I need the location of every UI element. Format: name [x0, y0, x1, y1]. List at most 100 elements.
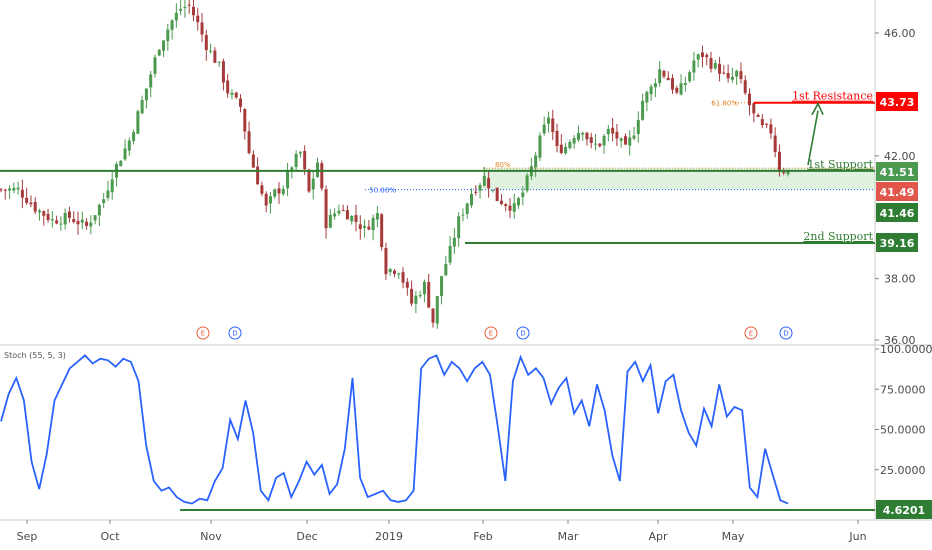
candle-body: [72, 219, 76, 223]
candle-body: [174, 12, 178, 21]
candle-body: [3, 189, 7, 191]
price-tick-label: 38.00: [884, 273, 916, 286]
candle-body: [286, 171, 290, 189]
event-marker: [484, 326, 498, 340]
candle-body: [594, 143, 598, 145]
candle-body: [55, 220, 59, 224]
price-tag-support-2-bg: [876, 233, 918, 252]
candle-body: [290, 167, 294, 171]
candle-body: [162, 40, 166, 51]
stochastic-title: Stoch (55, 5, 3): [4, 351, 66, 360]
candle-body: [418, 295, 422, 297]
stoch-value-tag-bg: [876, 500, 932, 519]
price-tag-resistance: 43.73: [880, 96, 915, 109]
time-tick-label: Dec: [296, 530, 317, 543]
candle-body: [106, 190, 110, 198]
candle-body: [371, 217, 375, 231]
candle-body: [606, 128, 610, 135]
candle-body: [183, 6, 187, 8]
candle-body: [713, 62, 717, 69]
candle-body: [217, 61, 221, 63]
candle-body: [444, 264, 448, 276]
candle-body: [538, 135, 542, 158]
event-marker: [744, 326, 758, 340]
event-marker: [228, 326, 242, 340]
price-tick-label: 46.00: [884, 27, 916, 40]
price-tick-label: 42.00: [884, 150, 916, 163]
candle-body: [487, 178, 491, 189]
candle-body: [345, 210, 349, 220]
price-tag-low: 41.46: [880, 207, 915, 220]
candle-body: [658, 69, 662, 84]
candle-body: [688, 72, 692, 82]
candle-body: [102, 199, 106, 204]
candle-body: [401, 272, 405, 283]
candle-body: [341, 210, 345, 212]
candle-body: [157, 49, 161, 56]
stochastic-axis[interactable]: 100.0000 75.0000 50.0000 25.0000 4.6201: [875, 343, 932, 519]
candle-body: [388, 269, 392, 273]
candle-body: [221, 61, 225, 83]
candle-body: [465, 203, 469, 215]
candle-body: [726, 73, 730, 79]
candle-body: [209, 50, 213, 52]
candle-body: [67, 211, 71, 218]
candle-body: [46, 213, 50, 221]
candle-body: [743, 80, 747, 94]
candle-body: [80, 219, 84, 223]
candle-body: [132, 132, 136, 142]
candle-body: [452, 237, 456, 247]
candle-body: [50, 219, 54, 221]
candle-body: [675, 87, 679, 93]
candle-body: [213, 50, 217, 63]
candle-body: [316, 162, 320, 177]
time-axis[interactable]: Sep Oct Nov Dec 2019 Feb Mar Apr May Jun: [17, 520, 867, 543]
candle-body: [234, 92, 238, 98]
level-annotations: 1st Resistance 1st Support 2nd Support 61.8…: [0, 90, 875, 244]
candle-body: [324, 189, 328, 229]
candle-body: [251, 154, 255, 168]
candle-body: [29, 202, 33, 205]
candle-body: [76, 220, 80, 225]
candle-body: [354, 215, 358, 223]
candle-body: [239, 98, 243, 107]
candle-body: [517, 198, 521, 206]
candle-body: [559, 144, 563, 154]
candle-body: [735, 70, 739, 77]
event-marker-label: E: [489, 330, 493, 338]
candle-body: [298, 152, 302, 154]
price-axis[interactable]: 36.00 38.00 42.00 46.00 43.73 41.51 41.49 41.46…: [875, 27, 918, 347]
candle-body: [37, 210, 41, 213]
candle-body: [247, 131, 251, 154]
price-tag-low-bg: [876, 203, 918, 222]
time-tick-label: Feb: [473, 530, 492, 543]
candle-body: [508, 205, 512, 211]
candle-body: [730, 76, 734, 80]
candle-body: [705, 54, 709, 58]
candle-body: [8, 188, 12, 191]
candle-body: [140, 99, 144, 114]
candle-body: [499, 200, 503, 205]
candle-body: [200, 22, 204, 35]
candle-body: [568, 141, 572, 149]
candle-body: [196, 15, 200, 23]
candle-body: [380, 214, 384, 247]
candle-body: [782, 172, 786, 174]
candle-body: [619, 138, 623, 141]
candle-body: [123, 148, 127, 160]
candle-body: [512, 203, 516, 212]
time-tick-label: Nov: [200, 530, 222, 543]
candle-body: [435, 296, 439, 324]
candle-body: [59, 223, 63, 225]
event-marker: [196, 326, 210, 340]
candle-body: [756, 114, 760, 117]
event-marker-label: D: [232, 330, 237, 338]
stochastic-pane[interactable]: [0, 354, 875, 511]
candle-body: [752, 103, 756, 114]
time-tick-label: Jun: [848, 530, 866, 543]
candle-body: [187, 4, 191, 6]
candle-body: [478, 185, 482, 191]
candle-body: [696, 54, 700, 60]
candle-body: [777, 151, 781, 171]
